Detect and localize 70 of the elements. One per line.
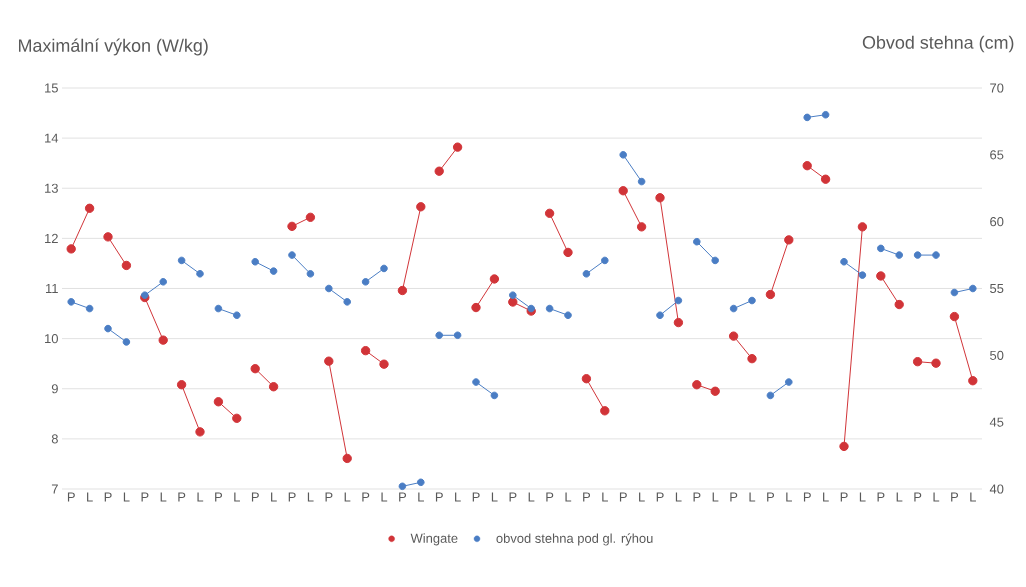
- x-tick-label: L: [639, 492, 645, 502]
- x-tick-label: L: [823, 492, 829, 502]
- y2-tick-label: 45: [989, 417, 1004, 427]
- x-tick-label: P: [178, 492, 186, 502]
- x-tick-label: P: [362, 492, 370, 502]
- y2-tick-label: 65: [990, 150, 1004, 160]
- x-tick-label: L: [234, 492, 240, 502]
- x-tick-label: L: [123, 492, 130, 502]
- x-tick-label: L: [675, 492, 682, 502]
- legend-label: Wingate: [410, 533, 458, 546]
- x-tick-label: L: [970, 492, 976, 502]
- x-tick-label: L: [602, 492, 608, 502]
- x-tick-label: L: [381, 492, 388, 502]
- y-tick-label: 10: [45, 334, 58, 344]
- y-tick-label: 11: [46, 284, 58, 293]
- legend-label: obvod stehna pod gl. rýhou: [496, 533, 653, 546]
- x-tick-label: L: [896, 492, 903, 502]
- x-tick-label: P: [914, 492, 922, 502]
- x-tick-label: L: [197, 492, 204, 502]
- y-tick-label: 14: [45, 133, 59, 143]
- x-tick-label: P: [288, 492, 296, 502]
- x-tick-label: P: [141, 492, 149, 502]
- x-tick-label: P: [840, 492, 848, 502]
- x-tick-label: P: [435, 492, 443, 502]
- x-tick-label: L: [786, 492, 792, 502]
- x-tick-label: P: [472, 492, 480, 502]
- x-tick-label: P: [399, 492, 407, 502]
- x-tick-label: P: [730, 492, 738, 502]
- y-tick-label: 9: [51, 384, 58, 394]
- x-tick-label: L: [344, 492, 351, 502]
- y2-tick-label: 40: [989, 484, 1004, 494]
- y-tick-label: 15: [45, 83, 58, 93]
- x-tick-label: L: [271, 492, 277, 502]
- x-tick-label: P: [803, 492, 811, 502]
- y-tick-label: 7: [51, 484, 58, 494]
- x-tick-label: P: [767, 492, 775, 502]
- x-tick-label: P: [619, 492, 627, 502]
- x-tick-label: P: [104, 492, 112, 502]
- y-axis-title: Maximální výkon (W/kg): [18, 38, 208, 56]
- y2-tick-label: 70: [990, 83, 1004, 93]
- y2-axis-title: Obvod stehna (cm): [862, 35, 1014, 53]
- x-tick-label: P: [656, 492, 664, 502]
- x-tick-label: P: [509, 492, 517, 502]
- x-tick-label: P: [546, 492, 554, 502]
- x-tick-label: L: [455, 492, 461, 502]
- x-tick-label: L: [307, 492, 314, 502]
- x-tick-label: P: [325, 492, 333, 502]
- x-tick-label: L: [528, 492, 535, 502]
- x-tick-label: P: [951, 492, 959, 502]
- x-tick-label: L: [749, 492, 756, 502]
- x-tick-label: P: [877, 492, 885, 502]
- x-tick-label: P: [251, 492, 259, 502]
- x-tick-label: L: [418, 492, 424, 502]
- x-tick-label: L: [160, 492, 167, 502]
- y2-tick-label: 60: [990, 217, 1004, 227]
- y2-tick-label: 55: [990, 283, 1004, 294]
- x-tick-label: P: [215, 492, 223, 502]
- x-tick-label: L: [491, 492, 498, 502]
- x-tick-label: L: [933, 492, 940, 502]
- y-tick-label: 12: [45, 233, 58, 243]
- x-tick-label: L: [712, 492, 719, 502]
- x-tick-label: L: [87, 492, 93, 502]
- x-tick-label: P: [583, 492, 591, 502]
- y-tick-label: 13: [45, 183, 58, 193]
- x-tick-label: P: [67, 492, 75, 502]
- x-tick-label: P: [693, 492, 701, 502]
- x-tick-label: L: [565, 492, 572, 502]
- y-tick-label: 8: [51, 434, 58, 444]
- y2-tick-label: 50: [990, 350, 1004, 360]
- x-tick-label: L: [859, 492, 866, 502]
